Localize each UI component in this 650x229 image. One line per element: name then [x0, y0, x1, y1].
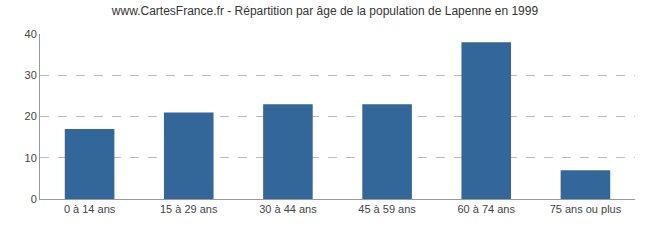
svg-text:40: 40 [25, 28, 37, 40]
svg-text:0: 0 [31, 193, 37, 205]
svg-text:10: 10 [25, 152, 37, 164]
svg-text:15 à 29 ans: 15 à 29 ans [160, 203, 218, 215]
svg-text:60 à 74 ans: 60 à 74 ans [458, 203, 516, 215]
svg-text:www.CartesFrance.fr - Répartit: www.CartesFrance.fr - Répartition par âg… [111, 4, 539, 18]
svg-text:75 ans ou plus: 75 ans ou plus [550, 203, 622, 215]
svg-text:45 à 59 ans: 45 à 59 ans [358, 203, 416, 215]
svg-text:20: 20 [25, 110, 37, 122]
svg-text:0 à 14 ans: 0 à 14 ans [64, 203, 116, 215]
svg-text:30 à 44 ans: 30 à 44 ans [259, 203, 317, 215]
svg-text:30: 30 [25, 69, 37, 81]
